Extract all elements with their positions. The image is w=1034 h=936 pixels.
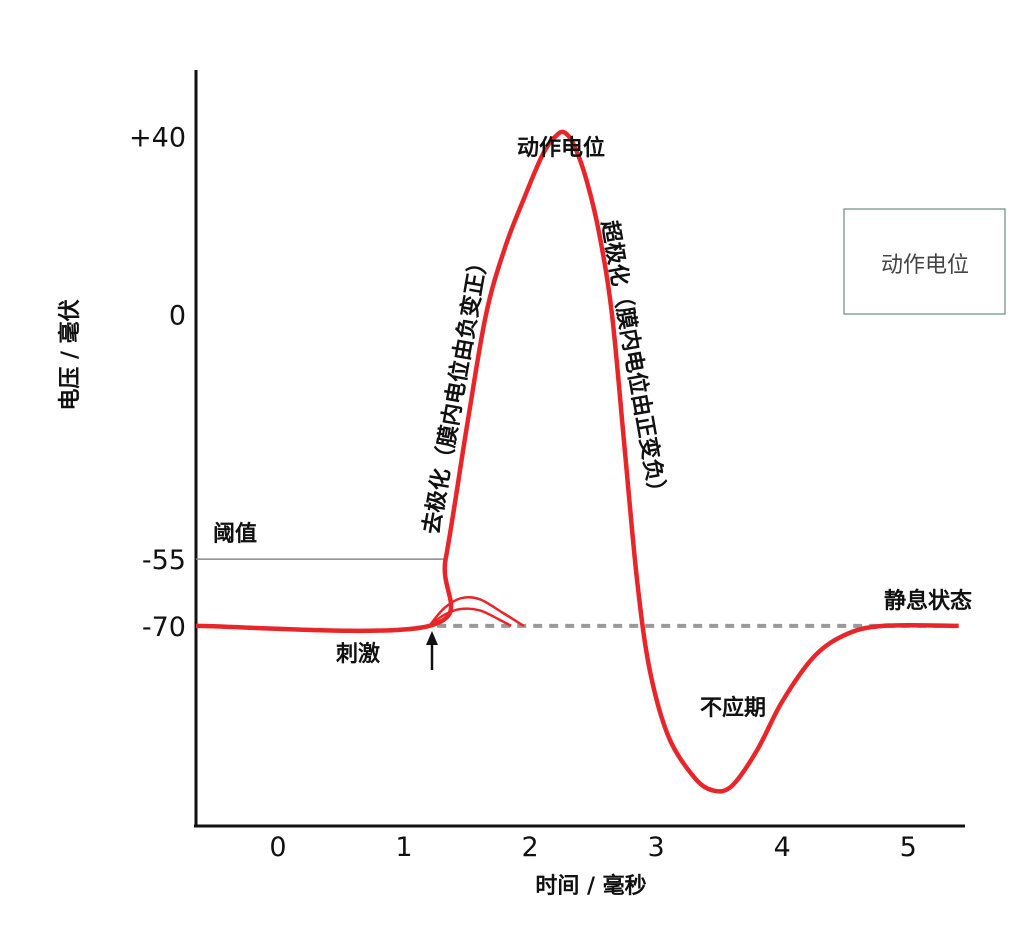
subthreshold-curve-1 xyxy=(428,596,525,627)
chart-title: 动作电位 xyxy=(517,135,605,161)
subthreshold-curve-2 xyxy=(428,607,512,628)
x-tick-label: 1 xyxy=(395,832,412,863)
x-tick-label: 2 xyxy=(521,832,538,863)
legend-label: 动作电位 xyxy=(881,253,969,278)
y-tick-label: -55 xyxy=(142,545,186,576)
refractory-label: 不应期 xyxy=(700,695,766,721)
x-tick-label: 4 xyxy=(774,832,791,863)
threshold-label: 阈值 xyxy=(213,521,257,547)
y-tick-label: +40 xyxy=(129,123,186,154)
stimulus-label: 刺激 xyxy=(336,641,380,667)
y-axis-title: 电压 / 毫伏 xyxy=(57,299,83,410)
x-axis-title: 时间 / 毫秒 xyxy=(535,873,646,899)
y-tick-label: 0 xyxy=(169,301,186,332)
y-tick-label: -70 xyxy=(142,612,186,643)
repolarization-label: 超极化（膜内电位由正变负） xyxy=(596,219,671,505)
stimulus-arrow xyxy=(426,631,438,670)
resting-label: 静息状态 xyxy=(884,588,972,614)
action-potential-curve xyxy=(195,129,959,794)
x-tick-label: 5 xyxy=(900,832,917,863)
x-tick-label: 0 xyxy=(269,832,286,863)
legend: 动作电位 xyxy=(843,208,1006,315)
x-tick-labels: 0 1 2 3 4 5 xyxy=(269,832,917,863)
x-tick-label: 3 xyxy=(648,832,665,863)
y-tick-labels: +40 0 -55 -70 xyxy=(129,123,186,643)
